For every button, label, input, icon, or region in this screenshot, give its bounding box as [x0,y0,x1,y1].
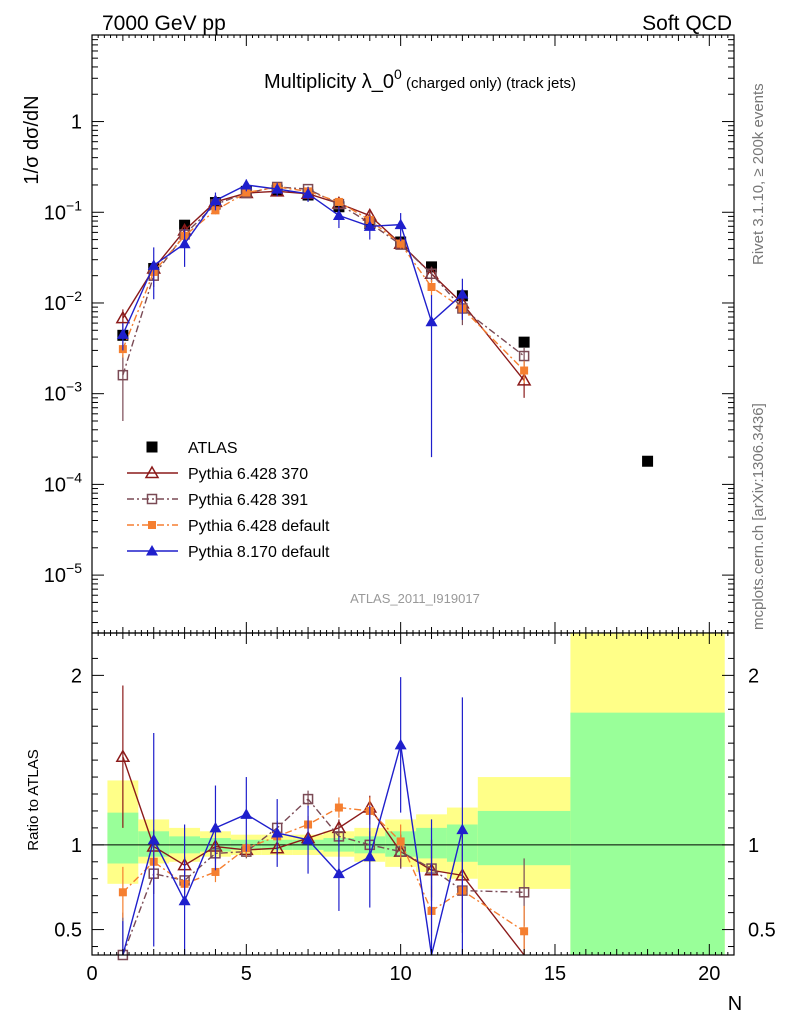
legend-label-0: ATLAS [188,440,238,457]
ratio-point-1-6 [302,793,314,805]
ratio-y-tick-label-left: 2 [71,665,82,687]
main-y-axis-label: 1/σ dσ/dN [21,95,43,184]
ratio-point-3-3 [209,821,222,833]
main-series-line-2 [122,186,525,376]
x-tick-label: 20 [698,963,720,985]
x-axis-label: N [728,993,742,1015]
ratio-y-axis-label: Ratio to ATLAS [25,749,42,850]
ratio-point-1-12 [518,887,530,898]
ratio-series-line-3 [122,744,464,956]
legend-marker-1 [144,465,160,479]
main-series-2 [117,181,530,421]
ratio-series-3 [122,677,469,956]
main-point-2-0 [117,369,129,381]
y-tick-label: 10−5 [44,560,82,587]
ratio-point-2-0 [118,888,127,897]
main-point-4-11 [456,288,469,299]
main-point-1-12 [516,372,532,386]
main-point-1-0 [115,310,131,324]
ratio-point-3-11 [456,823,469,835]
legend: ATLAS Pythia 6.428 370 Pythia 6.428 391 Pyt… [127,440,330,561]
y-tick-label: 10−3 [44,379,82,406]
ratio-point-0-0 [115,749,131,762]
title-sup: 0 [394,66,402,82]
ratio-band-inner-12 [477,810,571,866]
legend-label-3: Pythia 6.428 default [188,518,330,535]
main-series-line-3 [122,186,525,372]
main-point-4-8 [363,220,376,231]
legend-label-4: Pythia 8.170 default [188,544,330,561]
ratio-point-3-9 [394,738,407,750]
ratio-band-inner-13 [570,712,725,955]
legend-marker-2 [146,493,158,505]
x-tick-label: 5 [241,963,252,985]
main-point-4-10 [425,315,438,327]
main-point-0-12 [518,336,530,348]
rivet-note: Rivet 3.1.10, ≥ 200k events [750,83,767,265]
main-point-3-10 [427,283,436,292]
ratio-panel: 0 5 10 15 20 0.5 0.5 1 1 2 2 [54,632,776,985]
ratio-y-tick-label-left: 1 [71,835,82,857]
ratio-point-3-2 [178,894,191,906]
main-point-4-7 [332,209,345,221]
main-series-1 [115,183,532,398]
main-point-4-9 [394,218,407,230]
plot-title: Multiplicity λ_00 (charged only) (track … [264,66,576,93]
main-point-2-10 [426,268,437,279]
title-sub: (charged only) (track jets) [402,75,576,92]
main-panel: 1 10−1 10−2 10−3 10−4 10−5 [44,34,735,634]
ratio-y-tick-label-right: 0.5 [748,920,776,942]
y-tick-label: 1 [71,112,82,134]
x-tick-label: 15 [544,963,566,985]
y-tick-label: 10−4 [44,469,82,496]
ratio-y-tick-label-left: 0.5 [54,920,82,942]
main-series-3 [118,182,529,384]
main-point-3-12 [520,366,529,375]
ratio-y-tick-label-right: 1 [748,835,759,857]
ratio-point-3-1 [147,833,160,845]
x-tick-label: 0 [86,963,97,985]
main-series-line-4 [122,184,463,335]
x-tick-label: 10 [390,963,412,985]
legend-marker-3 [148,521,156,529]
ratio-point-3-4 [240,808,253,819]
main-point-4-4 [240,178,253,190]
main-point-4-6 [302,187,315,199]
main-series-4 [116,178,469,458]
y-tick-label: 10−1 [44,197,82,224]
main-point-4-0 [116,328,129,339]
ratio-point-2-9 [396,837,405,846]
ratio-point-2-7 [334,803,343,812]
ratio-point-3-7 [332,867,345,879]
y-tick-label: 10−2 [44,288,82,315]
title-main: Multiplicity λ_0 [264,71,394,93]
main-point-4-3 [209,194,222,205]
main-point-0-13 [642,455,654,467]
ratio-point-2-3 [211,867,220,876]
ratio-point-3-5 [271,826,284,838]
main-point-3-7 [334,197,343,206]
legend-label-1: Pythia 6.428 370 [188,466,308,483]
legend-label-2: Pythia 6.428 391 [188,492,308,509]
ratio-point-3-8 [363,850,376,862]
main-point-2-12 [518,350,530,362]
main-point-4-1 [147,259,160,270]
legend-marker-0 [146,441,158,453]
source-note: mcplots.cern.ch [arXiv:1306.3436] [750,403,767,630]
legend-marker-4 [146,545,158,556]
analysis-watermark: ATLAS_2011_I919017 [350,591,480,606]
main-point-4-5 [271,183,284,194]
header-left: 7000 GeV pp [102,12,226,35]
main-point-4-2 [178,237,191,249]
ratio-point-2-12 [520,927,529,936]
main-point-3-9 [396,239,405,248]
header-right: Soft QCD [642,12,732,35]
main-point-3-4 [242,188,251,197]
ratio-y-tick-label-right: 2 [748,665,759,687]
main-series-0 [117,184,654,467]
ratio-point-3-6 [302,833,315,845]
